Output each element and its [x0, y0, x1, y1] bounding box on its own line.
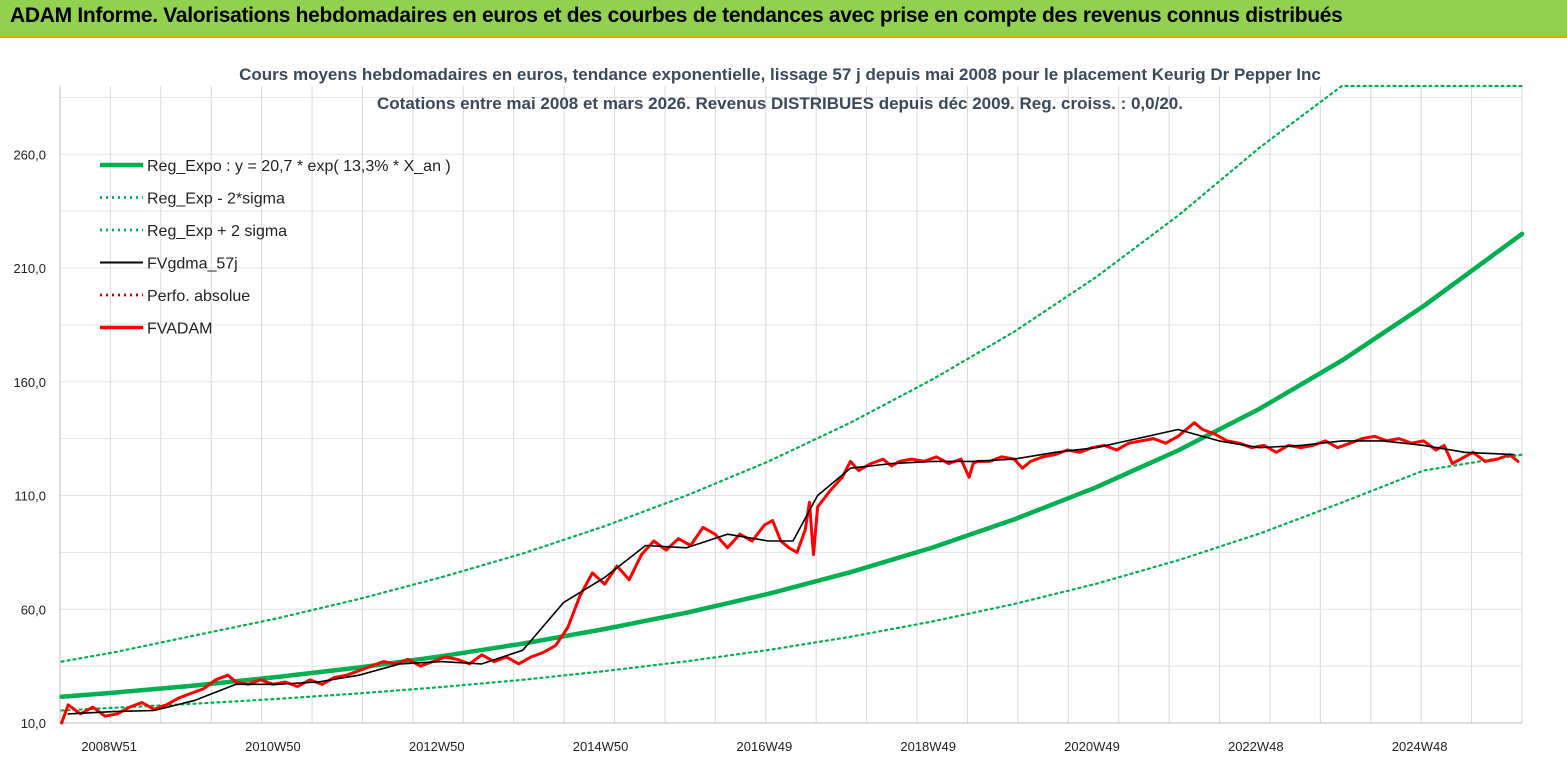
x-tick-label: 2016W49	[737, 739, 793, 754]
series-line-1	[60, 453, 1524, 712]
series-line-2	[60, 84, 1524, 663]
legend-label: Reg_Expo : y = 20,7 * exp( 13,3% * X_an …	[147, 158, 451, 175]
x-tick-label: 2020W49	[1064, 739, 1120, 754]
y-tick-label: 160,0	[13, 375, 46, 390]
x-tick-label: 2012W50	[409, 739, 465, 754]
y-tick-label: 60,0	[21, 602, 46, 617]
y-tick-label: 110,0	[14, 489, 46, 504]
x-tick-label: 2010W50	[245, 739, 301, 754]
x-tick-label: 2008W51	[81, 739, 137, 754]
report-title: ADAM Informe. Valorisations hebdomadaire…	[10, 4, 1343, 27]
legend-label: Reg_Exp - 2*sigma	[147, 191, 285, 208]
x-tick-label: 2018W49	[900, 739, 956, 754]
chart-subtitle: Cotations entre mai 2008 et mars 2026. R…	[377, 94, 1183, 113]
y-tick-label: 260,0	[13, 147, 46, 162]
report-banner: ADAM Informe. Valorisations hebdomadaire…	[0, 0, 1567, 38]
valuation-chart: Cours moyens hebdomadaires en euros, ten…	[13, 65, 1525, 754]
x-tick-label: 2014W50	[573, 739, 629, 754]
y-tick-label: 210,0	[13, 261, 46, 276]
chart-area: Cours moyens hebdomadaires en euros, ten…	[0, 38, 1567, 783]
legend-label: Reg_Exp + 2 sigma	[147, 223, 287, 240]
series-line-3	[67, 428, 1515, 715]
legend-label: FVgdma_57j	[147, 256, 238, 273]
x-tick-label: 2024W48	[1392, 739, 1448, 754]
series-line-0	[59, 231, 1525, 700]
chart-title: Cours moyens hebdomadaires en euros, ten…	[239, 65, 1321, 84]
y-tick-label: 10,0	[21, 716, 46, 731]
legend-label: FVADAM	[147, 321, 212, 338]
legend-label: Perfo. absolue	[147, 288, 250, 305]
x-tick-label: 2022W48	[1228, 739, 1284, 754]
